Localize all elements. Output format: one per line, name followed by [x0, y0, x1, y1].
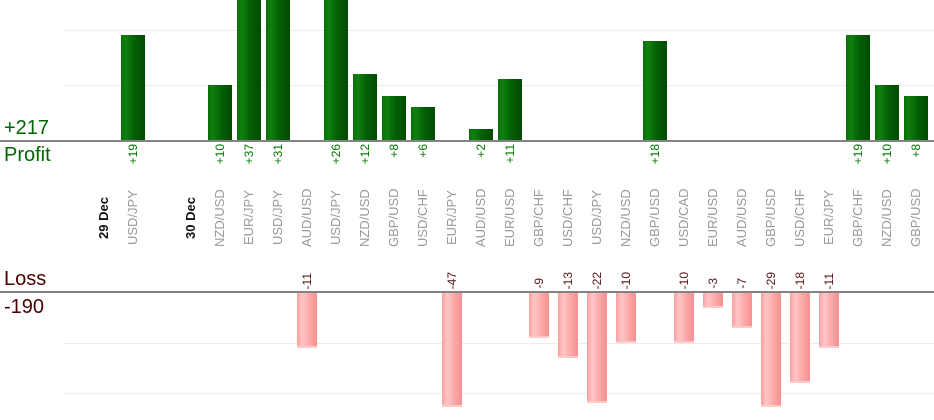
loss-bar	[761, 293, 781, 407]
profit-value-label: +26	[329, 144, 343, 165]
loss-bar	[587, 293, 607, 403]
profit-bar	[237, 0, 261, 140]
profit-axis-label: Profit	[4, 144, 51, 166]
loss-value-label: -11	[822, 272, 836, 289]
pair-label: EUR/JPY	[821, 190, 836, 246]
profit-bar	[904, 96, 928, 140]
pair-label: USD/JPY	[328, 190, 343, 246]
profit-bar	[324, 0, 348, 140]
loss-bar	[616, 293, 636, 343]
loss-bar	[790, 293, 810, 383]
profit-value-label: +12	[358, 144, 372, 165]
profit-value-label: +37	[242, 144, 256, 165]
pair-label: NZD/USD	[879, 189, 894, 247]
date-label: 30 Dec	[183, 197, 198, 239]
loss-bar	[674, 293, 694, 343]
loss-value-label: -3	[706, 278, 720, 289]
profit-bar	[875, 85, 899, 140]
loss-value-label: -10	[677, 271, 691, 289]
pair-label: USD/CHF	[415, 189, 430, 247]
loss-value-label: -13	[561, 271, 575, 289]
loss-value-label: -47	[445, 271, 459, 289]
pair-label: GBP/CHF	[850, 189, 865, 247]
pair-label: USD/JPY	[125, 190, 140, 246]
pair-label: USD/CHF	[560, 189, 575, 247]
profit-value-label: +19	[126, 144, 140, 165]
pair-label: USD/JPY	[589, 190, 604, 246]
loss-value-label: -29	[764, 271, 778, 289]
loss-value-label: -7	[735, 278, 749, 289]
pair-label: EUR/JPY	[241, 190, 256, 246]
profit-value-label: +2	[474, 144, 488, 158]
pair-label: AUD/USD	[299, 188, 314, 248]
pair-label: GBP/USD	[386, 188, 401, 248]
profit-gridline	[63, 30, 934, 31]
profit-value-label: +6	[416, 144, 430, 158]
profit-value-label: +18	[648, 144, 662, 165]
loss-axis-label: Loss	[4, 268, 47, 290]
profit-bar	[266, 0, 290, 140]
loss-value-label: -22	[590, 271, 604, 289]
profit-value-label: +10	[880, 144, 894, 165]
pair-label: GBP/USD	[647, 188, 662, 248]
loss-bar	[732, 293, 752, 328]
loss-bar	[297, 293, 317, 348]
loss-bar	[703, 293, 723, 308]
pair-label: EUR/USD	[502, 188, 517, 248]
pair-label: USD/JPY	[270, 190, 285, 246]
pair-label: GBP/CHF	[531, 189, 546, 247]
profit-value-label: +31	[271, 144, 285, 165]
date-label: 29 Dec	[96, 197, 111, 239]
profit-bar	[469, 129, 493, 140]
loss-total: -190	[4, 296, 45, 318]
profit-axis-line	[0, 140, 934, 142]
pair-label: AUD/USD	[734, 188, 749, 248]
profit-bar	[846, 35, 870, 140]
pair-label: EUR/USD	[705, 188, 720, 248]
loss-bar	[529, 293, 549, 338]
pair-label: NZD/USD	[357, 189, 372, 247]
profit-value-label: +8	[387, 144, 401, 158]
pair-label: GBP/USD	[763, 188, 778, 248]
profit-value-label: +8	[909, 144, 923, 158]
profit-total: +217	[4, 117, 50, 139]
loss-bar	[442, 293, 462, 407]
profit-bar	[498, 79, 522, 140]
pair-label: EUR/JPY	[444, 190, 459, 246]
profit-bar	[353, 74, 377, 140]
pair-label: AUD/USD	[473, 188, 488, 248]
pair-label: NZD/USD	[618, 189, 633, 247]
pair-label: USD/CHF	[792, 189, 807, 247]
loss-axis-line	[0, 291, 934, 293]
profit-bar	[411, 107, 435, 140]
loss-bar	[558, 293, 578, 358]
profit-value-label: +19	[851, 144, 865, 165]
profit-value-label: +10	[213, 144, 227, 165]
profit-bar	[643, 41, 667, 140]
pair-label: NZD/USD	[212, 189, 227, 247]
loss-gridline	[63, 393, 934, 394]
loss-bar	[819, 293, 839, 348]
loss-value-label: -18	[793, 271, 807, 289]
loss-gridline	[63, 343, 934, 344]
loss-value-label: -10	[619, 271, 633, 289]
profit-value-label: +11	[503, 144, 517, 164]
loss-value-label: -11	[300, 272, 314, 289]
pair-label: USD/CAD	[676, 188, 691, 248]
pair-label: GBP/USD	[908, 188, 923, 248]
profit-bar	[121, 35, 145, 140]
loss-value-label: -9	[532, 278, 546, 289]
profit-bar	[382, 96, 406, 140]
profit-bar	[208, 85, 232, 140]
